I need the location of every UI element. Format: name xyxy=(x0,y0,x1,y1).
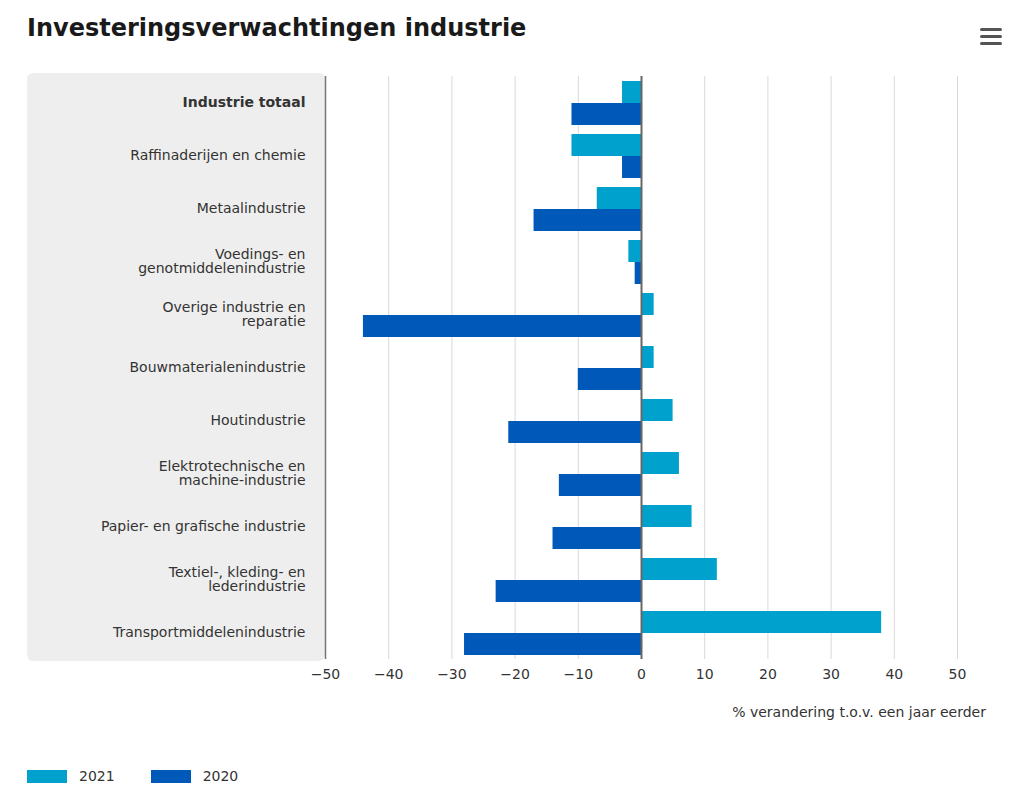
svg-text:−30: −30 xyxy=(437,666,467,682)
svg-text:Voedings- engenotmiddelenindus: Voedings- engenotmiddelenindustrie xyxy=(138,246,305,276)
svg-text:40: 40 xyxy=(885,666,903,682)
html-text:2020: 2020 xyxy=(202,768,239,784)
svg-text:10: 10 xyxy=(696,666,714,682)
svg-text:0: 0 xyxy=(637,666,646,682)
html-text:2021: 2021 xyxy=(79,768,115,784)
html-text:% verandering t.o.v. een jaar: % verandering t.o.v. een jaar eerder xyxy=(732,704,986,720)
svg-text:20: 20 xyxy=(759,666,777,682)
svg-text:50: 50 xyxy=(949,666,967,682)
svg-text:Textiel-, kleding- enlederindu: Textiel-, kleding- enlederindustrie xyxy=(168,564,306,594)
svg-text:Metaalindustrie: Metaalindustrie xyxy=(197,200,306,216)
svg-text:Houtindustrie: Houtindustrie xyxy=(210,412,305,428)
svg-text:30: 30 xyxy=(822,666,840,682)
svg-text:−10: −10 xyxy=(564,666,594,682)
svg-text:Raffinaderijen en chemie: Raffinaderijen en chemie xyxy=(130,147,305,163)
svg-text:Bouwmaterialenindustrie: Bouwmaterialenindustrie xyxy=(130,359,306,375)
svg-text:Papier- en grafische industrie: Papier- en grafische industrie xyxy=(101,518,306,534)
html-text:Investeringsverwachtingen indu: Investeringsverwachtingen industrie xyxy=(27,14,527,42)
svg-text:−20: −20 xyxy=(500,666,530,682)
svg-text:Transportmiddelenindustrie: Transportmiddelenindustrie xyxy=(112,624,306,640)
svg-text:Industrie totaal: Industrie totaal xyxy=(183,94,306,110)
svg-text:−40: −40 xyxy=(374,666,404,682)
svg-text:−50: −50 xyxy=(311,666,341,682)
svg-text:Elektrotechnische enmachine-in: Elektrotechnische enmachine-industrie xyxy=(159,458,306,488)
svg-text:Overige industrie enreparatie: Overige industrie enreparatie xyxy=(162,299,305,329)
